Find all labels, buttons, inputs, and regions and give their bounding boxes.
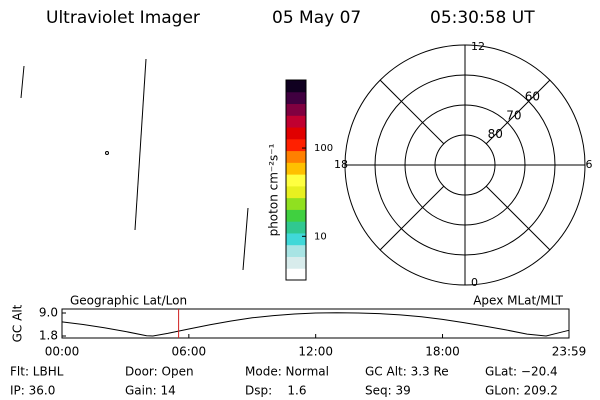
title: Ultraviolet Imager xyxy=(46,8,200,28)
colorbar-swatch xyxy=(286,115,306,128)
colorbar-swatch xyxy=(286,150,306,163)
polar-spoke xyxy=(485,79,551,145)
polar-spoke xyxy=(485,185,551,251)
mlt-label: 0 xyxy=(471,276,478,289)
footer-field: Seq: 39 xyxy=(365,384,411,398)
footer-field: Mode: Normal xyxy=(245,365,329,379)
alt-x-tick-label: 00:00 xyxy=(45,345,80,359)
colorbar-swatch xyxy=(286,103,306,116)
polar-spoke xyxy=(379,185,445,251)
colorbar-swatch xyxy=(286,127,306,140)
colorbar-swatch xyxy=(286,197,306,210)
polar-spoke xyxy=(379,79,445,145)
colorbar-tick-label: 100 xyxy=(314,143,333,154)
date: 05 May 07 xyxy=(272,8,361,28)
colorbar-swatch xyxy=(286,80,306,93)
footer-field: GC Alt: 3.3 Re xyxy=(365,365,449,379)
alt-x-tick-label: 06:00 xyxy=(172,345,207,359)
colorbar-swatch xyxy=(286,91,306,105)
footer-field: GLon: 209.2 xyxy=(485,384,558,398)
colorbar-swatch xyxy=(286,244,306,257)
alt-y-tick-label: 1.8 xyxy=(39,329,58,343)
alt-x-tick-label: 23:59 xyxy=(552,345,587,359)
colorbar-swatch xyxy=(286,256,306,269)
alt-x-tick-label: 12:00 xyxy=(298,345,333,359)
colorbar-tick-label: 10 xyxy=(314,231,327,242)
footer-field: Gain: 14 xyxy=(125,384,176,398)
colorbar-swatch xyxy=(286,221,306,234)
alt-curve xyxy=(61,312,570,337)
alt-right-label: Apex MLat/MLT xyxy=(473,294,563,308)
mlt-label: 18 xyxy=(334,158,348,171)
colorbar-swatch xyxy=(286,232,306,246)
mlt-label: 12 xyxy=(471,40,485,53)
colorbar-swatch xyxy=(286,174,306,187)
colorbar-swatch xyxy=(286,268,306,281)
alt-left-label: Geographic Lat/Lon xyxy=(70,294,187,308)
alt-x-tick-label: 18:00 xyxy=(425,345,460,359)
footer-field: Door: Open xyxy=(125,365,194,379)
alt-y-tick-label: 9.0 xyxy=(39,306,58,320)
time: 05:30:58 UT xyxy=(430,8,535,28)
colorbar-frame xyxy=(285,79,307,281)
footer-field: IP: 36.0 xyxy=(10,384,55,398)
colorbar-swatch xyxy=(286,209,306,222)
colorbar-swatch xyxy=(286,162,306,175)
colorbar-swatch xyxy=(286,185,306,199)
colorbar-label: photon cm⁻²s⁻¹ xyxy=(267,143,281,236)
alt-y-label: GC Alt xyxy=(11,304,25,342)
footer-field: GLat: −20.4 xyxy=(485,365,558,379)
image-traces xyxy=(20,58,249,271)
mlt-label: 6 xyxy=(586,158,593,171)
footer-field: Dsp: 1.6 xyxy=(245,384,307,398)
footer-field: Flt: LBHL xyxy=(10,365,64,379)
colorbar-swatch xyxy=(286,138,306,152)
